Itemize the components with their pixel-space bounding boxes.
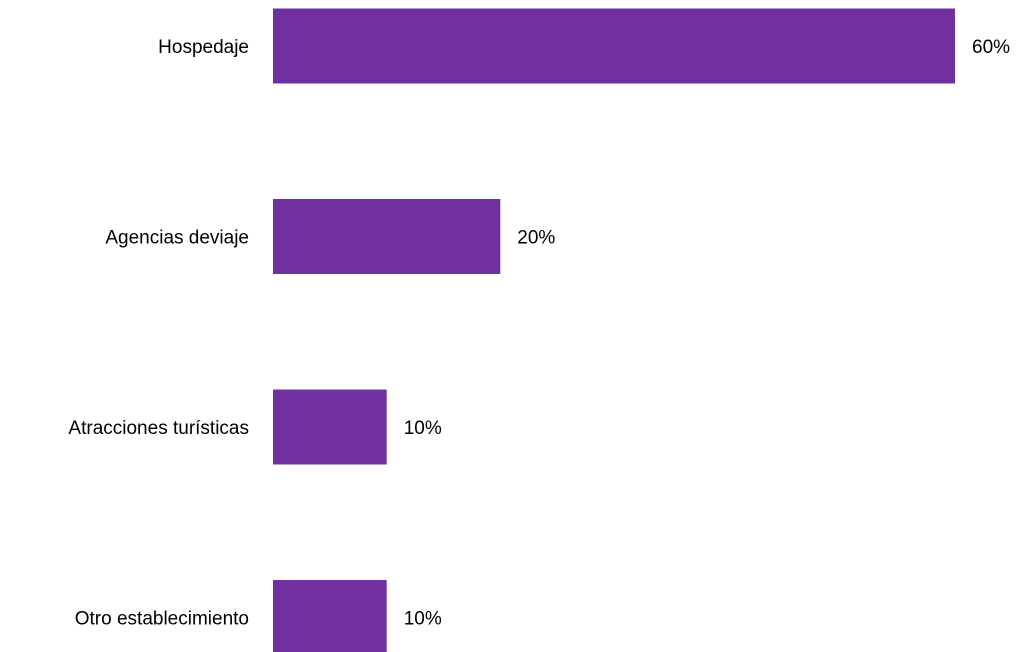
bar-1 — [273, 199, 501, 274]
value-label-2: 10% — [404, 418, 442, 439]
category-labels-group: Hospedaje Agencias deviaje Atracciones tur… — [68, 37, 249, 630]
bar-0 — [273, 8, 955, 84]
category-label-0: Hospedaje — [158, 37, 249, 58]
bars-group — [273, 8, 955, 652]
bar-3 — [273, 580, 387, 652]
value-label-0: 60% — [972, 37, 1010, 58]
bar-2 — [273, 389, 387, 465]
value-label-1: 20% — [517, 228, 555, 249]
value-label-3: 10% — [404, 609, 442, 630]
category-label-2: Atracciones turísticas — [68, 418, 249, 439]
value-labels-group: 60% 20% 10% 10% — [404, 37, 1010, 630]
category-label-1: Agencias deviaje — [105, 228, 249, 249]
category-label-3: Otro establecimiento — [75, 609, 249, 630]
